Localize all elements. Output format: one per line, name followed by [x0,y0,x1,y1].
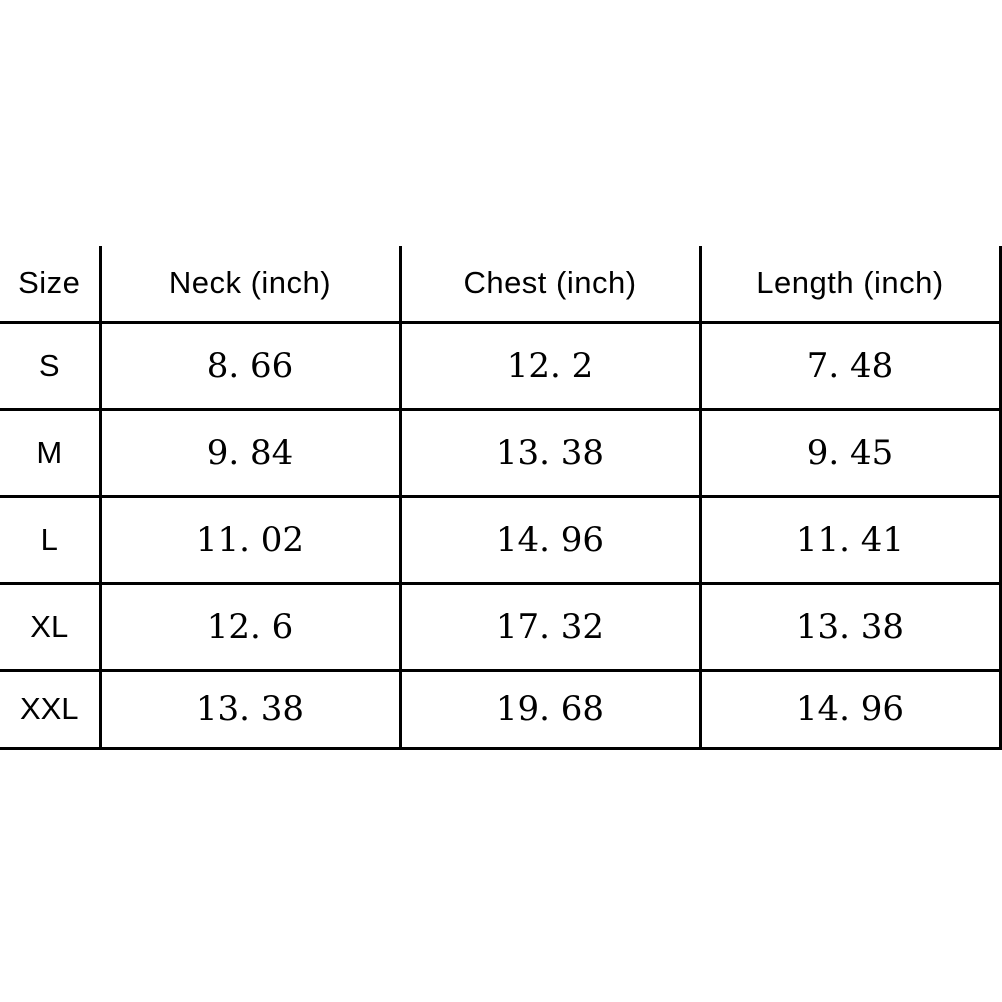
table-row-s: S 8. 66 12. 2 7. 48 [0,320,1002,411]
chest-value-l: 14. 96 [398,494,702,585]
length-value-l: 11. 41 [698,494,1002,585]
size-label-l: L [0,494,102,585]
size-label-s: S [0,320,102,411]
length-value-xxl: 14. 96 [698,668,1002,750]
neck-value-l: 11. 02 [98,494,402,585]
size-chart-table: Size Neck (inch) Chest (inch) Length (in… [0,246,1002,750]
length-value-xl: 13. 38 [698,581,1002,672]
chest-value-xl: 17. 32 [398,581,702,672]
header-row: Size Neck (inch) Chest (inch) Length (in… [0,246,1002,324]
size-label-xxl: XXL [0,668,102,750]
table-row-xxl: XXL 13. 38 19. 68 14. 96 [0,668,1002,750]
length-value-m: 9. 45 [698,407,1002,498]
size-label-m: M [0,407,102,498]
neck-value-xl: 12. 6 [98,581,402,672]
col-header-neck: Neck (inch) [98,246,402,324]
table-row-m: M 9. 84 13. 38 9. 45 [0,407,1002,498]
neck-value-s: 8. 66 [98,320,402,411]
chest-value-m: 13. 38 [398,407,702,498]
chest-value-xxl: 19. 68 [398,668,702,750]
neck-value-xxl: 13. 38 [98,668,402,750]
col-header-size: Size [0,246,102,324]
table-row-l: L 11. 02 14. 96 11. 41 [0,494,1002,585]
neck-value-m: 9. 84 [98,407,402,498]
col-header-chest: Chest (inch) [398,246,702,324]
size-label-xl: XL [0,581,102,672]
chest-value-s: 12. 2 [398,320,702,411]
table-row-xl: XL 12. 6 17. 32 13. 38 [0,581,1002,672]
length-value-s: 7. 48 [698,320,1002,411]
col-header-length: Length (inch) [698,246,1002,324]
